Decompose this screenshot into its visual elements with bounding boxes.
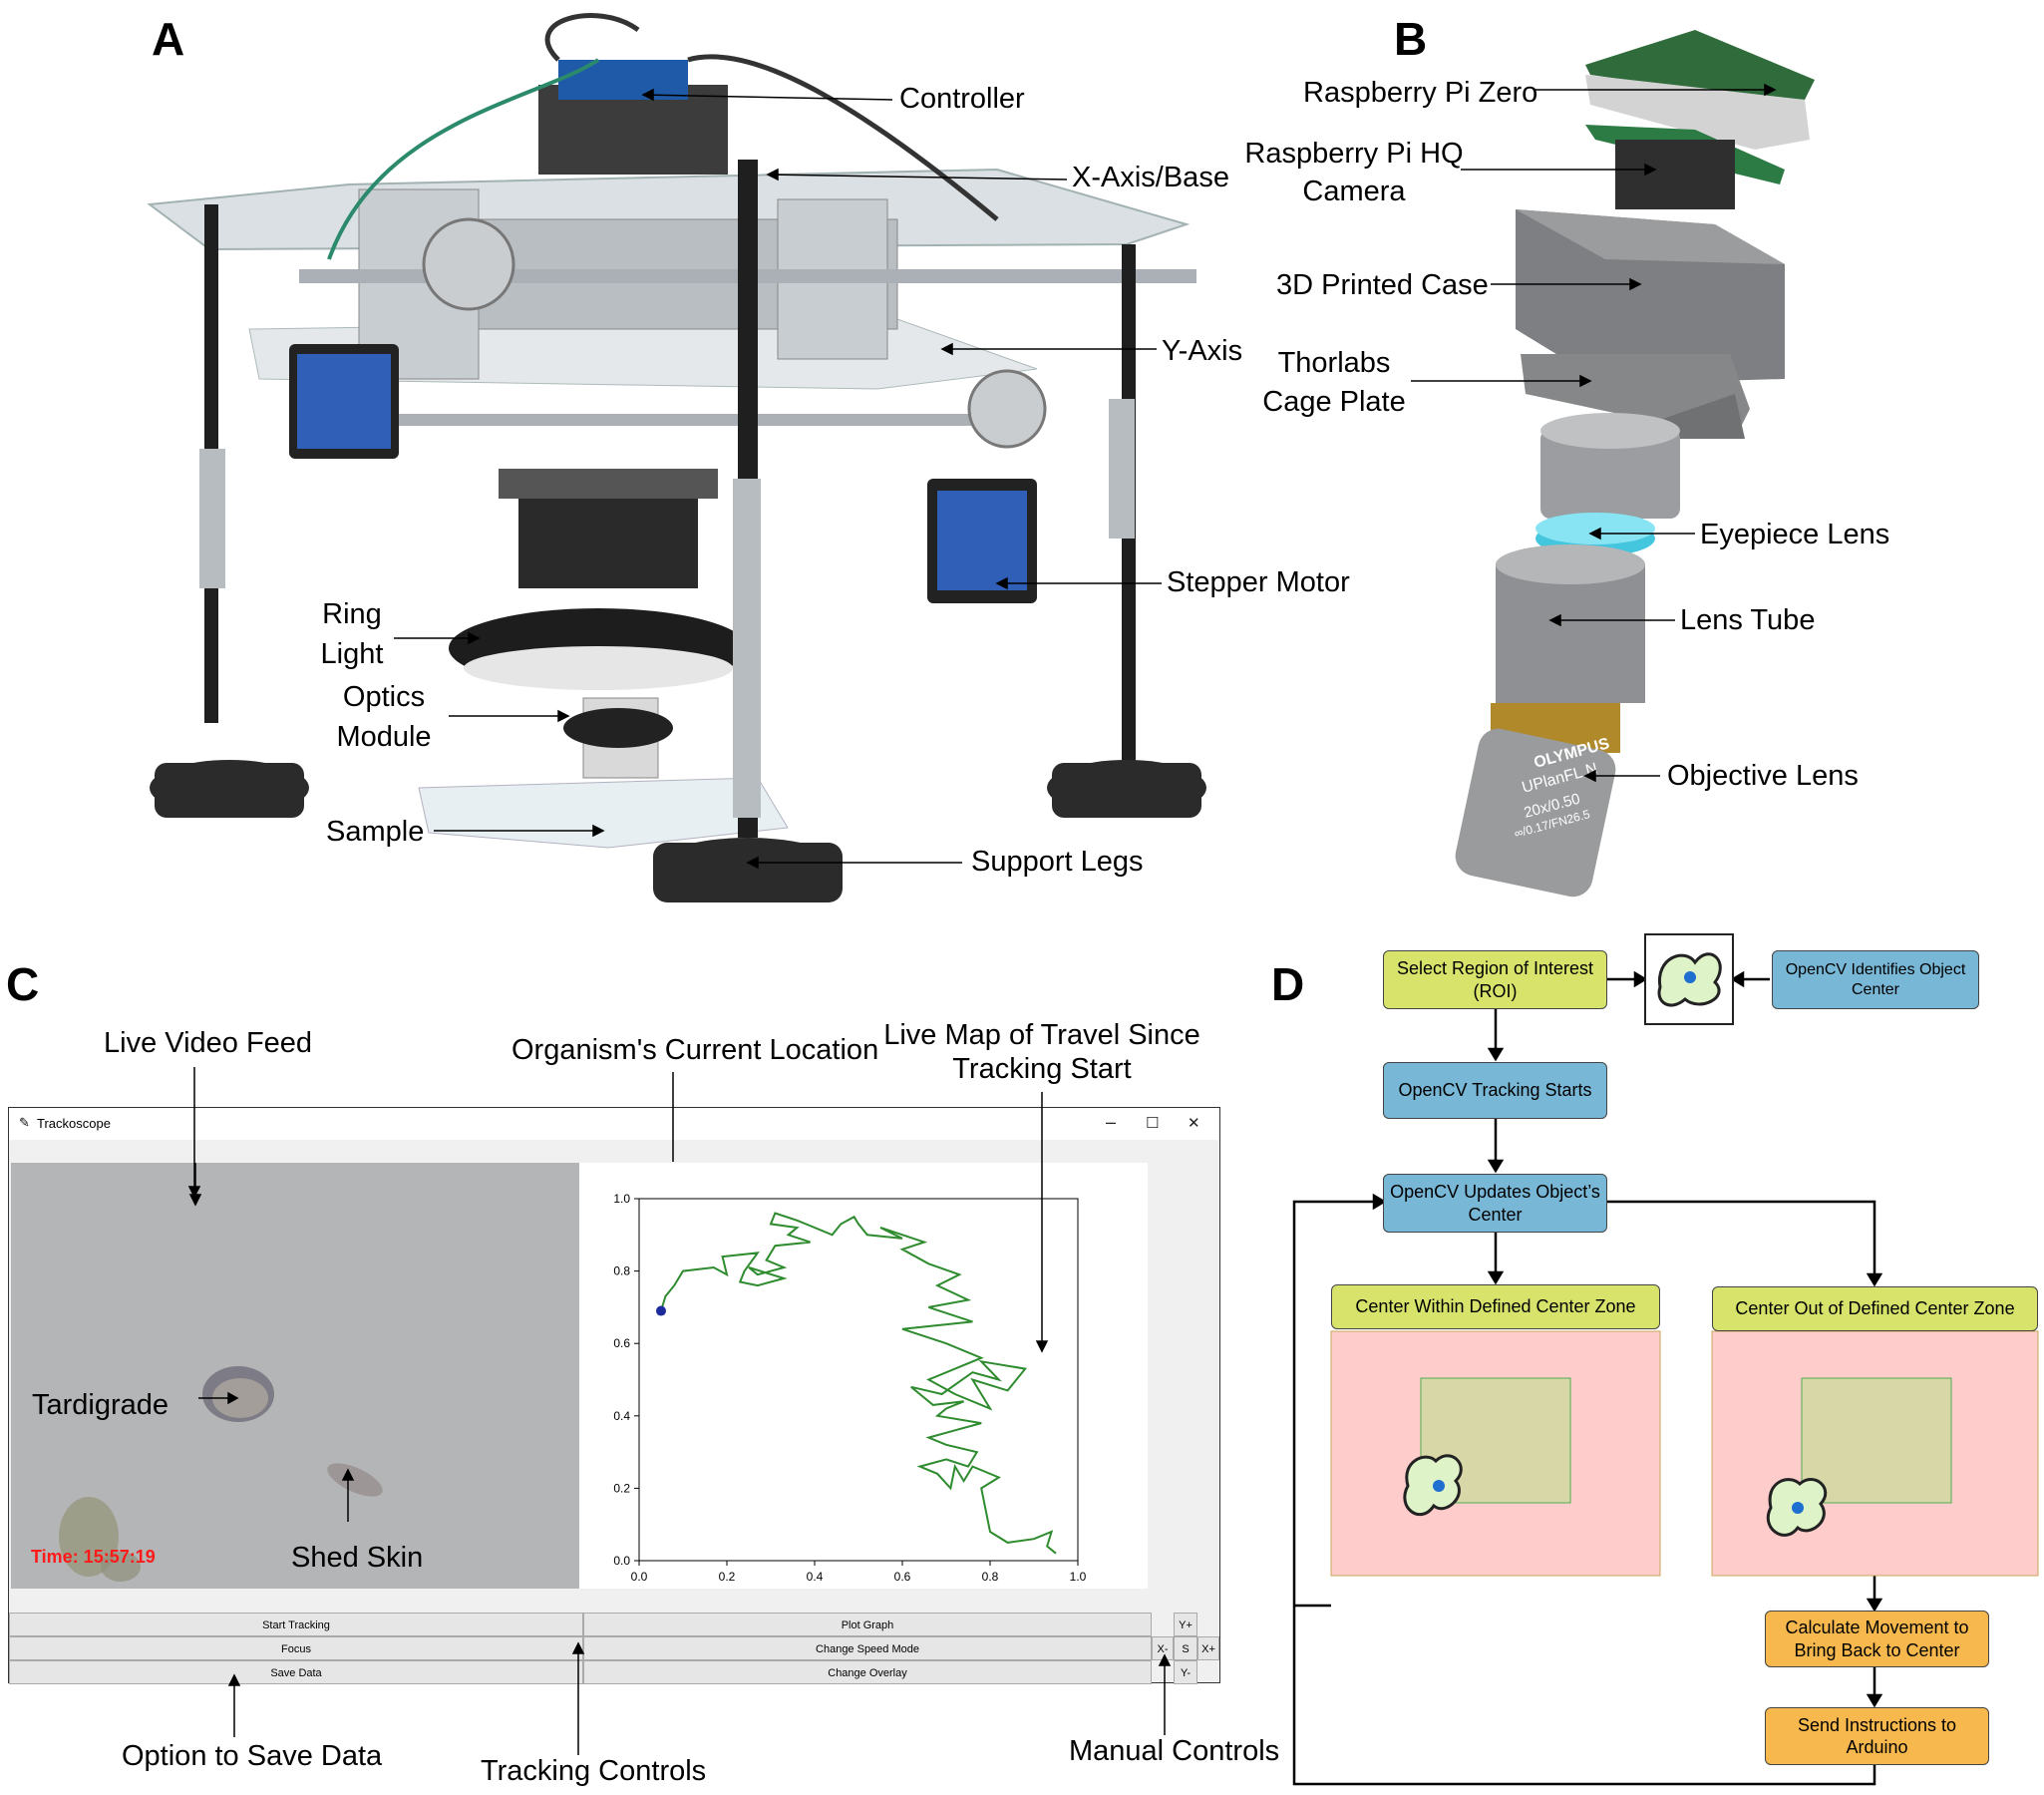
label-support-legs: Support Legs	[971, 846, 1144, 878]
y-tick-label: 0.4	[613, 1409, 630, 1423]
label-eyepiece: Eyepiece Lens	[1700, 519, 1890, 550]
y-tick-label: 0.0	[613, 1554, 630, 1568]
callout-save-option: Option to Save Data	[122, 1740, 383, 1772]
close-button[interactable]: ✕	[1188, 1115, 1200, 1132]
panel-letter-d: D	[1271, 958, 1305, 1010]
x-tick-label: 0.6	[894, 1570, 911, 1584]
travel-map-panel: 0.0 0.2 0.4 0.6 0.8 1.0 0.0 0.2 0.4 0.6 0.8 1.0	[579, 1163, 1148, 1589]
callout-shed-skin: Shed Skin	[291, 1542, 424, 1574]
flow-send-instructions: Send Instructions to Arduino	[1765, 1707, 1989, 1765]
side-gutter	[1148, 1140, 1219, 1589]
callout-current-location: Organism's Current Location	[511, 1034, 879, 1066]
label-y-axis: Y-Axis	[1162, 335, 1243, 367]
live-video-feed: Time: 15:57:19	[11, 1113, 579, 1589]
label-cage-plate-1: Thorlabs	[1277, 347, 1391, 379]
device-illustration	[147, 13, 1206, 902]
flow-out-zone: Center Out of Defined Center Zone	[1712, 1286, 2038, 1331]
label-optics-2: Module	[336, 721, 432, 753]
callout-tracking-controls: Tracking Controls	[481, 1755, 707, 1787]
exploded-optics-illustration: OLYMPUS UPlanFL N 20x/0.50 ∞/0.17/FN26.5	[1411, 30, 1815, 898]
callout-tardigrade: Tardigrade	[32, 1389, 170, 1421]
focus-button[interactable]: Focus	[9, 1636, 583, 1660]
window-titlebar: ✎ Trackoscope – ☐ ✕	[9, 1108, 1219, 1140]
callout-live-video: Live Video Feed	[104, 1027, 313, 1059]
panel-c-leaders	[187, 1067, 1172, 1755]
label-stepper-motor: Stepper Motor	[1167, 566, 1350, 598]
y-tick-label: 1.0	[613, 1192, 630, 1206]
panel-letter-a: A	[152, 13, 185, 65]
change-speed-button[interactable]: Change Speed Mode	[583, 1636, 1152, 1660]
y-minus-button[interactable]: Y-	[1174, 1660, 1197, 1684]
label-sample: Sample	[326, 816, 425, 848]
start-tracking-button[interactable]: Start Tracking	[9, 1613, 583, 1636]
label-lens-tube: Lens Tube	[1680, 604, 1816, 636]
feather-icon: ✎	[19, 1115, 30, 1130]
plot-frame	[638, 1198, 1079, 1562]
flow-calculate-movement: Calculate Movement to Bring Back to Cent…	[1765, 1611, 1989, 1667]
plot-graph-button[interactable]: Plot Graph	[583, 1613, 1152, 1636]
travel-map-chart: 0.0 0.2 0.4 0.6 0.8 1.0 0.0 0.2 0.4 0.6 0.8 1.0	[613, 1192, 1087, 1584]
maximize-button[interactable]: ☐	[1146, 1115, 1160, 1132]
x-tick-label: 0.8	[982, 1570, 999, 1584]
label-x-axis-base: X-Axis/Base	[1072, 162, 1229, 193]
panel-letter-b: B	[1394, 13, 1428, 65]
x-tick-label: 0.4	[807, 1570, 824, 1584]
x-tick-label: 0.0	[631, 1570, 648, 1584]
x-plus-button[interactable]: X+	[1197, 1636, 1219, 1660]
x-tick-label: 0.2	[719, 1570, 736, 1584]
y-tick-label: 0.6	[613, 1336, 630, 1350]
flow-updates-center: OpenCV Updates Object’s Center	[1383, 1174, 1607, 1233]
stop-button[interactable]: S	[1174, 1636, 1197, 1660]
change-overlay-button[interactable]: Change Overlay	[583, 1660, 1152, 1684]
label-optics-1: Optics	[342, 681, 426, 713]
flowchart-lines	[1292, 933, 2039, 1786]
flow-select-roi: Select Region of Interest (ROI)	[1383, 950, 1607, 1009]
label-controller: Controller	[899, 83, 1025, 115]
callout-live-map-2: Tracking Start	[952, 1053, 1132, 1085]
flow-identifies-center: OpenCV Identifies Object Center	[1772, 950, 1979, 1009]
callout-live-map-1: Live Map of Travel Since	[883, 1019, 1200, 1051]
panel-letter-c: C	[6, 958, 40, 1010]
label-objective-lens: Objective Lens	[1667, 760, 1859, 792]
flow-tracking-starts: OpenCV Tracking Starts	[1383, 1062, 1607, 1119]
flow-within-zone: Center Within Defined Center Zone	[1331, 1284, 1660, 1329]
minimize-button[interactable]: –	[1106, 1112, 1117, 1132]
video-frame	[59, 1113, 383, 1582]
save-data-button[interactable]: Save Data	[9, 1660, 583, 1684]
callout-manual-controls: Manual Controls	[1069, 1735, 1280, 1767]
window-title: Trackoscope	[37, 1116, 111, 1131]
trackoscope-window: ✎ Trackoscope – ☐ ✕ Time: 15:57:19 0.0 0.…	[8, 1107, 1220, 1684]
label-case: 3D Printed Case	[1276, 269, 1489, 301]
travel-path-line	[660, 1212, 1057, 1555]
y-tick-label: 0.8	[613, 1264, 630, 1278]
label-hq-camera-1: Raspberry Pi HQ	[1244, 138, 1464, 170]
video-timestamp: Time: 15:57:19	[31, 1547, 156, 1567]
y-plus-button[interactable]: Y+	[1174, 1613, 1197, 1636]
label-ring-light-1: Ring	[322, 598, 382, 630]
y-tick-label: 0.2	[613, 1481, 630, 1495]
current-location-point	[656, 1305, 666, 1316]
x-tick-label: 1.0	[1070, 1570, 1087, 1584]
label-ring-light-2: Light	[320, 638, 384, 670]
label-hq-camera-2: Camera	[1302, 176, 1406, 207]
label-pi-zero: Raspberry Pi Zero	[1303, 77, 1538, 109]
label-cage-plate-2: Cage Plate	[1262, 386, 1406, 418]
